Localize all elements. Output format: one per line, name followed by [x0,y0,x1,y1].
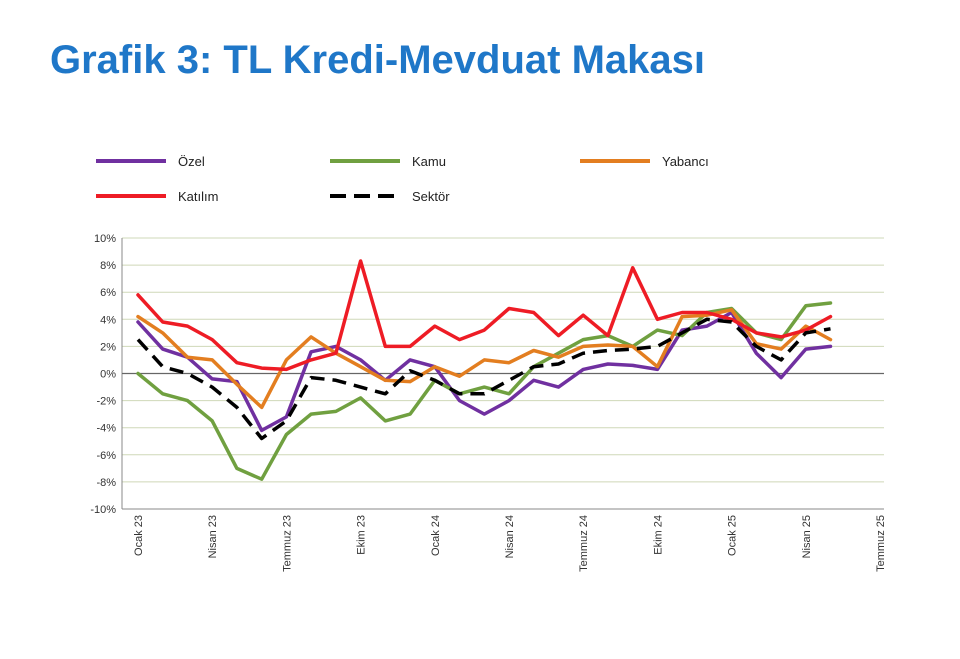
axis-layer: 10% 8% 6% 4% 2% 0% -2% -4% -6% -8% -10% Ocak 23 Nisa… [90,233,887,572]
y-tick-label: 8% [100,260,116,272]
x-tick-label: Ocak 23 [133,515,145,556]
y-tick-label: -10% [90,504,116,516]
y-tick-label: 2% [100,341,116,353]
legend-label: Yabancı [662,154,709,169]
y-tick-label: -8% [96,477,116,489]
x-tick-label: Ekim 24 [652,515,664,555]
legend-label: Kamu [412,154,446,169]
x-tick-label: Temmuz 23 [281,515,293,572]
legend-label: Sektör [412,189,450,204]
series-line-kamu [136,301,833,481]
x-tick-label: Temmuz 25 [875,515,887,572]
y-tick-label: -6% [96,450,116,462]
x-tick-label: Ocak 24 [430,515,442,556]
x-tick-label: Nisan 25 [801,515,813,558]
legend-label: Özel [178,154,205,169]
y-tick-label: 4% [100,314,116,326]
x-tick-label: Nisan 23 [207,515,219,558]
y-tick-label: -4% [96,423,116,435]
series-line-özel [136,310,833,433]
legend-label: Katılım [178,189,218,204]
series-line-sektör [136,317,831,441]
y-tick-label: 0% [100,369,116,381]
series-line-katılım [136,259,833,372]
x-tick-label: Ocak 25 [727,515,739,556]
chart-title: Grafik 3: TL Kredi-Mevduat Makası [50,38,705,82]
y-tick-label: 6% [100,287,116,299]
legend: Özel Kamu Yabancı Katılım Sektör [96,154,709,204]
y-tick-label: 10% [94,233,116,245]
series-layer [136,259,833,481]
y-tick-label: -2% [96,396,116,408]
x-tick-label: Ekim 23 [356,515,368,555]
x-tick-label: Nisan 24 [504,515,516,558]
x-tick-label: Temmuz 24 [578,515,590,572]
